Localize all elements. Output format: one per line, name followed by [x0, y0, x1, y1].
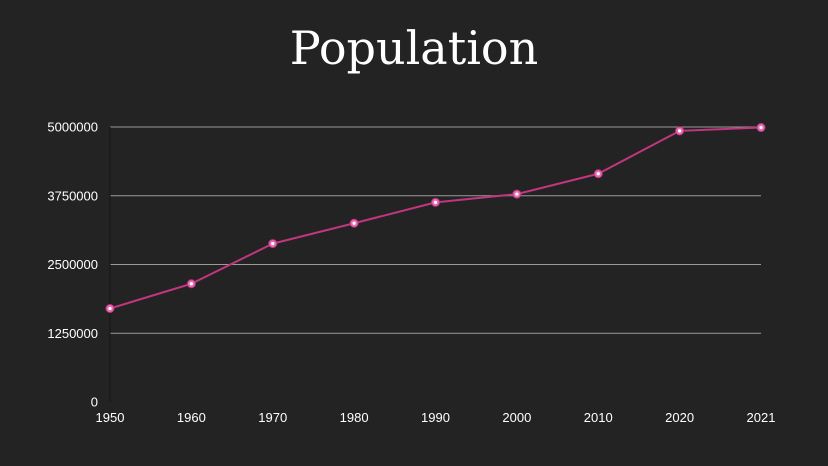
data-point-marker — [105, 304, 115, 313]
marker-center — [352, 221, 356, 225]
marker-center — [515, 192, 519, 196]
data-point-marker — [593, 169, 603, 179]
data-point-marker — [756, 123, 766, 133]
data-point-marker — [512, 189, 522, 199]
y-tick-label: 2500000 — [47, 257, 98, 272]
data-point-marker — [675, 126, 685, 136]
series-line — [109, 126, 762, 310]
x-tick-label: 1960 — [177, 410, 206, 425]
marker-center — [433, 200, 438, 204]
marker-center — [189, 282, 193, 286]
x-tick-label: 1980 — [340, 410, 369, 425]
x-axis-tick-labels: 1950 1960 1970 1980 1990 2000 2010 2020 2021 — [96, 410, 776, 425]
x-tick-label: 2000 — [502, 410, 531, 425]
x-tick-label: 1950 — [96, 410, 125, 425]
chart-title: Population — [289, 21, 539, 75]
y-tick-label: 1250000 — [47, 326, 98, 341]
marker-center — [108, 306, 112, 311]
marker-center — [271, 242, 275, 246]
x-tick-label: 2021 — [747, 410, 776, 425]
y-tick-label: 5000000 — [47, 120, 98, 135]
x-tick-label: 1990 — [421, 410, 450, 425]
x-tick-label: 2020 — [665, 410, 694, 425]
data-point-marker — [186, 279, 196, 289]
y-axis-tick-labels: 0 1250000 2500000 3750000 5000000 — [47, 120, 98, 410]
data-point-marker — [431, 197, 440, 207]
marker-center — [596, 172, 600, 176]
marker-center — [678, 129, 682, 133]
data-point-marker — [349, 218, 359, 228]
data-point-marker — [268, 239, 278, 249]
x-tick-label: 2010 — [584, 410, 613, 425]
marker-center — [759, 125, 763, 130]
gridlines — [110, 126, 761, 334]
y-tick-label: 0 — [91, 395, 98, 410]
x-tick-label: 1970 — [258, 410, 287, 425]
y-tick-label: 3750000 — [47, 188, 98, 203]
series-population — [105, 123, 766, 313]
